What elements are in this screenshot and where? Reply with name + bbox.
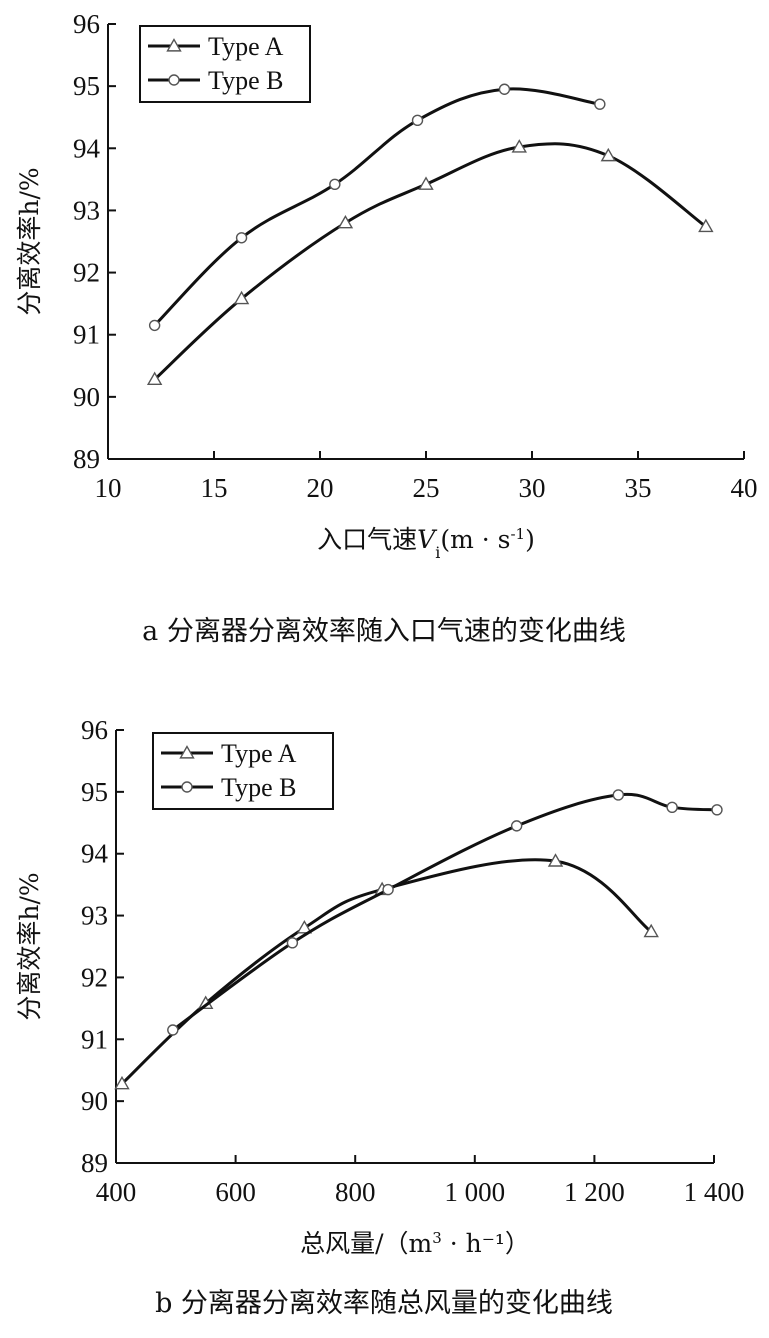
data-point-circle (148, 319, 161, 332)
x-axis-label: 总风量/（m3 · h⁻¹） (300, 1229, 530, 1258)
data-point-circle (286, 937, 299, 949)
chart-b: 89 90 91 92 93 94 95 96 400 600 800 1 000 1 200 1 400… (15, 715, 744, 1319)
x-tick-label: 800 (335, 1177, 376, 1207)
x-tick-label: 10 (95, 473, 122, 503)
y-tick-label: 91 (73, 320, 100, 350)
y-axis-label: 分离效率h/% (15, 167, 44, 315)
data-point-circle (498, 83, 511, 95)
legend-box (152, 732, 334, 810)
legend-label: Type B (208, 66, 283, 95)
data-point-triangle (643, 923, 659, 938)
data-point-triangle (698, 218, 714, 233)
chart-a: 89 90 91 92 93 94 95 96 10 15 20 25 30 35 40 分离效率h/% 入口气… (15, 9, 758, 647)
y-tick-label: 96 (73, 9, 100, 39)
series-line-circle (171, 792, 718, 1032)
x-tick-label: 20 (307, 473, 334, 503)
x-axis-label-xlabel-unit: m (409, 1229, 433, 1258)
y-tick-label: 93 (81, 901, 108, 931)
x-tick-label: 35 (625, 473, 652, 503)
data-point-circle (612, 789, 625, 801)
y-tick-label: 94 (81, 839, 109, 869)
x-tick-label: 1 200 (564, 1177, 625, 1207)
x-tick-label: 400 (96, 1177, 137, 1207)
data-point-triangle (337, 214, 354, 229)
data-point-circle (510, 820, 523, 832)
legend-box (139, 25, 311, 103)
data-point-triangle (233, 290, 250, 305)
legend-label: Type A (208, 32, 284, 61)
data-point-triangle (511, 139, 527, 153)
x-axis-label-xlabel-unit-sup: -1 (510, 525, 525, 543)
x-axis-label-xlabel-unit-sup: 3 (432, 1229, 442, 1247)
series-line-circle (153, 87, 601, 327)
y-tick-label: 92 (81, 962, 108, 992)
legend-marker-triangle (179, 745, 195, 759)
data-point-triangle (114, 1075, 130, 1090)
x-tick-label: 600 (215, 1177, 256, 1207)
x-tick-label: 15 (201, 473, 228, 503)
series-line-triangle (153, 142, 707, 381)
data-point-circle (167, 1024, 179, 1036)
data-point-circle (235, 232, 248, 244)
data-point-circle (666, 801, 678, 814)
x-axis-label-xlabel-unit: (m · s (440, 525, 510, 554)
x-tick-label: 30 (519, 473, 546, 503)
figure-caption: a 分离器分离效率随入口气速的变化曲线 (142, 616, 626, 647)
y-tick-label: 96 (81, 715, 108, 745)
data-point-triangle (418, 176, 434, 190)
x-axis-label-xlabel-unit-close: · h⁻¹） (442, 1229, 530, 1258)
y-tick-label: 89 (81, 1148, 108, 1178)
y-tick-label: 90 (73, 382, 100, 412)
y-tick-label: 93 (73, 195, 100, 225)
legend-label: Type B (221, 773, 296, 802)
x-axis-label-xlabel-var: V (417, 525, 438, 554)
data-point-triangle (146, 371, 163, 386)
data-point-circle (594, 98, 606, 110)
y-tick-label: 90 (81, 1086, 108, 1116)
data-point-circle (711, 804, 723, 816)
data-point-circle (382, 883, 394, 896)
x-tick-label: 1 000 (444, 1177, 505, 1207)
y-tick-label: 95 (73, 71, 100, 101)
x-axis-label-xlabel-unit-close: ) (525, 525, 535, 554)
y-tick-label: 91 (81, 1024, 108, 1054)
x-tick-label: 25 (413, 473, 440, 503)
legend-label: Type A (221, 739, 297, 768)
x-axis-label-xlabel-main: 入口气速 (317, 525, 417, 554)
y-tick-label: 95 (81, 777, 108, 807)
data-point-circle (411, 114, 424, 127)
legend-marker-circle (168, 74, 180, 86)
x-axis-label-xlabel-main: 总风量/（ (300, 1229, 408, 1258)
y-tick-label: 92 (73, 258, 100, 288)
y-axis-label: 分离效率h/% (15, 872, 44, 1020)
y-tick-label: 94 (73, 133, 101, 163)
x-tick-label: 1 400 (684, 1177, 745, 1207)
figure-caption: b 分离器分离效率随总风量的变化曲线 (155, 1288, 613, 1319)
data-point-triangle (296, 920, 313, 934)
data-point-triangle (600, 147, 617, 162)
data-point-triangle (547, 853, 564, 867)
legend-marker-circle (181, 781, 193, 793)
data-point-circle (329, 178, 341, 191)
y-tick-label: 89 (73, 444, 100, 474)
x-axis-label-xlabel-sub: i (435, 543, 440, 562)
x-tick-label: 40 (731, 473, 758, 503)
legend-marker-triangle (166, 38, 182, 52)
x-axis-label: 入口气速Vi(m · s-1) (317, 525, 535, 562)
